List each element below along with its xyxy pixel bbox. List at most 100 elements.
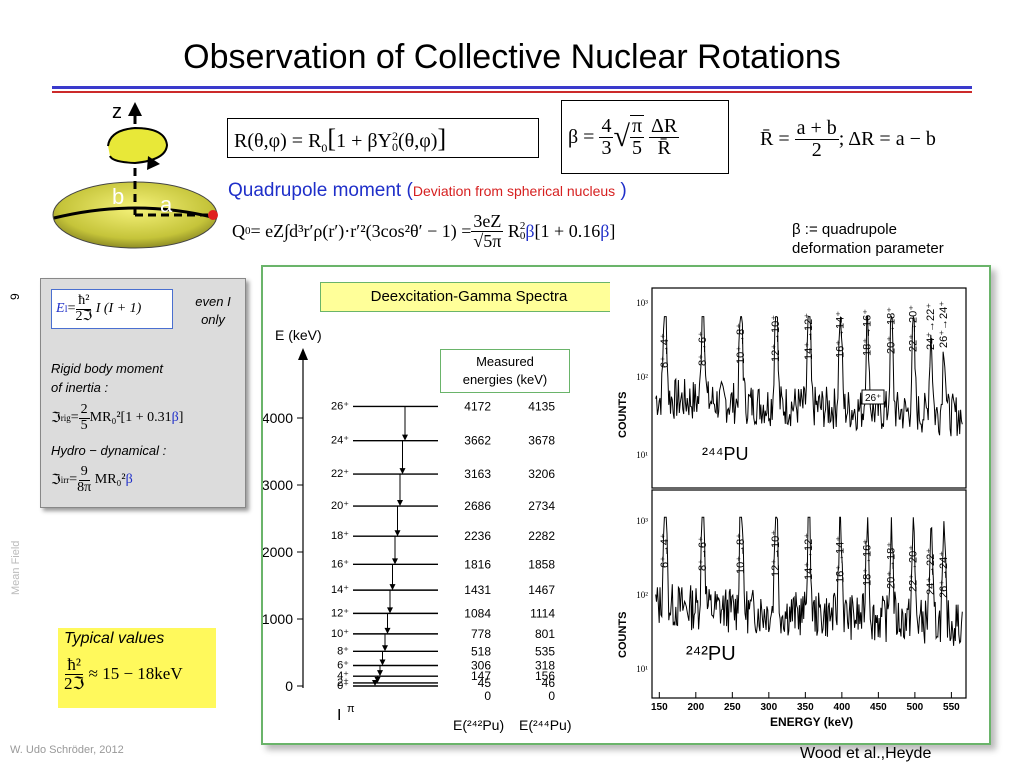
level-spin-label: 24⁺ — [331, 435, 349, 447]
level-energy-244: 1858 — [528, 557, 555, 571]
level-energy-242: 2236 — [464, 529, 491, 543]
col-242-header: E(²⁴²Pu) — [453, 717, 504, 733]
beta-dR-num: ΔR — [649, 114, 680, 138]
typical-den: 2ℑ — [64, 673, 85, 693]
spectrum-trace — [655, 315, 963, 437]
q0-frac-den: √5π — [473, 230, 502, 251]
q0-rhs-sub: 0 — [519, 230, 526, 243]
level-energy-242: 1084 — [464, 606, 491, 620]
spectrum-xtick-label: 400 — [834, 702, 851, 713]
top-peak-label: 24⁺→22⁺ — [925, 303, 937, 350]
spectrum-peak-labels: 6⁺→4⁺ 8⁺→6⁺ 10⁺→8⁺ 12⁺→10⁺ 14⁺→12⁺ 16⁺→14⁺ 18⁺… — [659, 301, 950, 598]
beta-sqrt-num: π — [629, 115, 645, 138]
z-axis-arrowhead — [128, 102, 142, 116]
level-scheme: E (keV) 4000 3000 2000 1000 0 26⁺ 4172 4135 24⁺… — [263, 327, 571, 733]
level-energy-244: 801 — [535, 627, 555, 641]
q0-rhs: R — [507, 220, 520, 241]
beta-definition-line1: β := quadrupole — [792, 221, 897, 238]
top-peak-label: 16⁺→14⁺ — [834, 311, 846, 358]
title-rule-red — [52, 91, 972, 93]
footer-author: W. Udo Schröder, 2012 — [10, 744, 124, 756]
spectrum-xtick-label: 350 — [797, 702, 814, 713]
top-nucleus-label: ²⁴⁴PU — [702, 444, 748, 464]
bottom-peak-label: 20⁺→18⁺ — [886, 542, 898, 589]
level-spin-label: 0⁺ — [337, 680, 349, 692]
transition-arrowhead — [377, 670, 383, 677]
hydro-line: Hydro − dynamical : — [51, 443, 167, 458]
measured-energies-label: Measured energies (keV) — [440, 349, 570, 393]
level-energy-244: 0 — [548, 689, 555, 703]
radius-formula-lhs-sub: 0 — [321, 141, 328, 155]
energy-lhs-sub: I — [64, 304, 68, 314]
transition-arrowhead — [382, 645, 388, 652]
bottom-peak-label: 6⁺→4⁺ — [659, 533, 671, 568]
level-ytick-label: 3000 — [263, 477, 293, 493]
energy-den: 2ℑ — [75, 308, 93, 324]
level-energy-242: 2686 — [464, 499, 491, 513]
page-number: 9 — [8, 293, 22, 300]
counts-label-bottom: COUNTS — [617, 612, 629, 658]
level-energy-244: 318 — [535, 658, 555, 672]
level-energy-242: 1431 — [464, 583, 491, 597]
beta-frac-num: 4 — [599, 114, 614, 138]
top-26-box — [861, 389, 885, 405]
level-energy-244: 3678 — [528, 434, 555, 448]
top-peak-label: 10⁺→8⁺ — [735, 323, 747, 364]
top-peak-label: 20⁺→18⁺ — [886, 307, 898, 354]
level-spin-label: 18⁺ — [331, 530, 349, 542]
transition-arrowhead — [374, 676, 381, 683]
q0-bracket: [1 + 0.16 — [534, 220, 601, 241]
page-title: Observation of Collective Nuclear Rotati… — [183, 38, 841, 76]
bottom-ytick-label: 10¹ — [636, 664, 648, 674]
beta-dR-den: R̄ — [657, 136, 671, 159]
level-yticks: 4000 3000 2000 1000 0 — [263, 410, 303, 694]
typical-values-formula: ħ² 2ℑ ≈ 15 − 18keV — [64, 656, 183, 693]
quadrupole-heading-end: ) — [615, 180, 627, 201]
spectrum-xtick-label: 150 — [651, 702, 668, 713]
spectrum-trace — [655, 516, 963, 646]
rig-tail-end: ] — [178, 410, 184, 426]
level-energy-244: 4135 — [528, 399, 555, 413]
level-energy-244: 46 — [542, 676, 556, 690]
irr-num: 9 — [78, 464, 90, 481]
measured-line1: Measured — [476, 354, 534, 369]
rigid-body-text: Rigid body moment of inertia : — [51, 359, 163, 397]
typical-tail: ≈ 15 − 18keV — [88, 664, 183, 684]
q0-frac-num: 3eZ — [471, 211, 504, 232]
transition-arrowhead — [387, 607, 393, 614]
level-spin-label: 10⁺ — [331, 628, 349, 640]
spectrum-yticks: 10³ 10² 10¹ 10³ 10² 10¹ — [636, 298, 648, 674]
radius-formula: R(θ,φ) = R0[1 + βY 2 0 (θ,φ)] — [227, 118, 539, 158]
q0-bracket-end: ] — [609, 220, 616, 241]
level-energy-242: 518 — [471, 644, 491, 658]
spectrum-xtick-label: 200 — [687, 702, 704, 713]
typical-num: ħ² — [65, 655, 83, 675]
bottom-nucleus-label: ²⁴²PU — [686, 643, 736, 665]
beta-frac-den: 3 — [601, 136, 612, 159]
top-peak-label: 8⁺→6⁺ — [697, 331, 709, 366]
level-spin-label: 6⁺ — [337, 659, 349, 671]
rig-eq: = — [70, 410, 79, 426]
level-energy-244: 1467 — [528, 583, 555, 597]
level-energy-242: 147 — [471, 669, 491, 683]
beta-definition: β := quadrupole deformation parameter — [792, 220, 944, 258]
rig-num: 2 — [78, 402, 90, 419]
level-energy-244: 3206 — [528, 467, 555, 481]
irr-lhs: ℑ — [51, 472, 61, 488]
top-ytick-label: 10² — [636, 372, 648, 382]
even-i-line1: even I — [195, 294, 231, 309]
q0-integral: = eZ∫d³r′ρ(r′)·r′²(3cos²θ′ − 1) = — [250, 220, 472, 241]
irr-eq: = — [69, 472, 78, 488]
top-peak-label: 18⁺→16⁺ — [861, 309, 873, 356]
radius-formula-Y-sup: 2 — [391, 129, 398, 144]
energy-eq: = — [67, 301, 76, 316]
transition-arrowhead — [389, 584, 396, 591]
transition-arrowhead — [384, 627, 391, 634]
radius-formula-lhs: R(θ,φ) = R — [234, 130, 322, 152]
bottom-peak-label: 18⁺→16⁺ — [861, 539, 873, 586]
section-vertical-label: Mean Field — [10, 540, 22, 595]
rbar-den: 2 — [811, 139, 822, 161]
top-26-box-label: 26⁺ — [865, 393, 881, 404]
axis-label-a: a — [160, 192, 173, 217]
